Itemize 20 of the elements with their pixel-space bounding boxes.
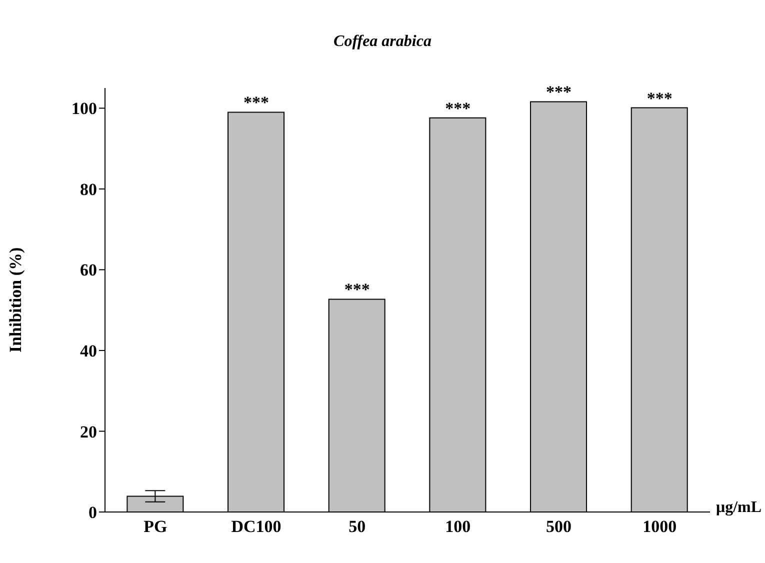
x-axis-title: μg/mL [716, 499, 762, 517]
y-axis-title: Inhibition (%) [6, 247, 26, 353]
y-tick-label: 20 [80, 422, 97, 442]
x-tick-label: 50 [348, 517, 366, 536]
y-tick-label: 80 [80, 180, 97, 199]
x-tick-label: DC100 [231, 517, 282, 536]
annotation: *** [546, 82, 572, 102]
annotation: *** [445, 98, 471, 118]
chart-title: Coffea arabica [332, 33, 432, 51]
x-tick-label: 100 [445, 517, 471, 536]
x-tick-label: PG [144, 517, 168, 536]
y-tick-label: 40 [80, 342, 97, 361]
y-tick-label: 100 [72, 99, 97, 118]
y-tick-label: 0 [88, 503, 97, 522]
annotation: *** [646, 88, 672, 108]
annotation: *** [244, 93, 269, 112]
x-tick-label: 500 [546, 517, 572, 536]
y-tick-label: 60 [80, 260, 97, 280]
annotation: *** [344, 280, 370, 300]
x-tick-label: 1000 [642, 517, 677, 536]
